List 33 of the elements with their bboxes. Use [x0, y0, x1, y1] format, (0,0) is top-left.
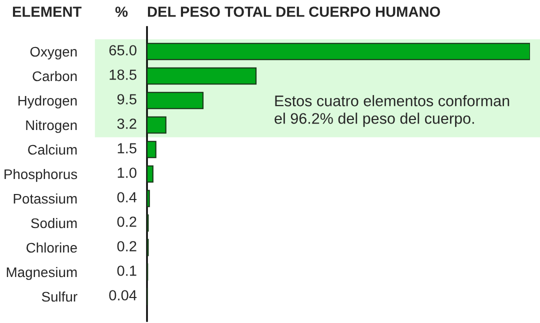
data-label: 3.2 — [117, 118, 136, 129]
data-label: 0.4 — [117, 192, 137, 202]
bar — [147, 116, 166, 134]
data-label: 1.5 — [118, 143, 136, 154]
y-tick-label: Calcium — [28, 144, 77, 155]
y-tick-label: Chlorine — [26, 242, 77, 253]
bar — [147, 165, 154, 183]
y-tick-label: Hydrogen — [18, 95, 77, 108]
y-tick-label: Magnesium — [6, 266, 77, 280]
bar — [147, 140, 156, 158]
text: % — [115, 6, 128, 17]
bar — [147, 42, 530, 60]
data-label: 0.2 — [117, 216, 136, 227]
y-tick-label: Potassium — [14, 193, 77, 204]
y-tick-label: Phosphorus — [4, 168, 78, 182]
y-tick-label: Oxygen — [30, 46, 77, 60]
data-label: 0.1 — [117, 266, 136, 276]
data-label: 9.5 — [117, 94, 136, 104]
chart-title: DEL PESO TOTAL DEL CUERPO HUMANO — [148, 6, 440, 17]
y-tick-label: Sulfur — [42, 291, 78, 302]
bar — [147, 67, 257, 85]
text: ELEMENT — [12, 6, 82, 17]
bar — [147, 190, 150, 208]
annotation: Estos cuatro elementos conforman el 96.2% del peso del cuerpo. — [274, 95, 510, 127]
y-tick-label: Carbon — [32, 70, 77, 82]
data-label: 1.0 — [118, 168, 136, 178]
data-label: 18.5 — [110, 70, 136, 80]
data-label: 65.0 — [109, 45, 136, 56]
data-label: 0.2 — [117, 241, 136, 252]
data-label: 0.04 — [109, 290, 137, 300]
bar — [147, 92, 204, 110]
y-tick-label: Sodium — [31, 218, 77, 228]
y-tick-label: Nitrogen — [26, 120, 77, 133]
